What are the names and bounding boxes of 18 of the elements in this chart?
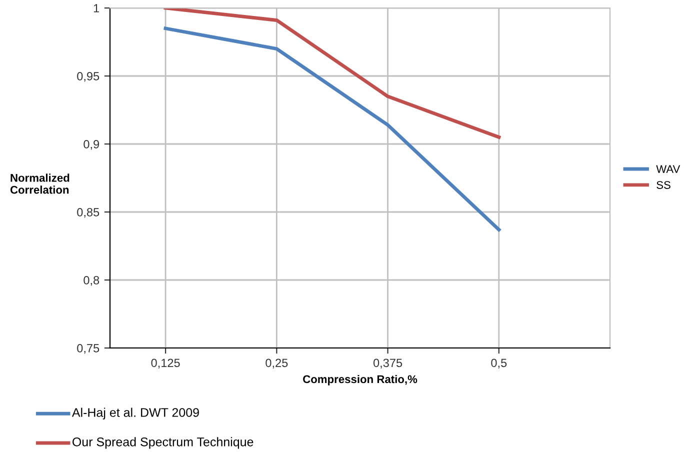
x-tick-label: 0,125	[151, 358, 180, 368]
x-axis-title: Compression Ratio,%	[303, 374, 418, 386]
y-tick-label: 0,9	[84, 140, 100, 150]
x-tick-label: 0,25	[266, 358, 288, 368]
x-tick-label: 0,375	[373, 358, 402, 368]
legend-label: SS	[656, 181, 670, 189]
x-tick-label: 0,5	[491, 358, 507, 368]
text: Our Spread Spectrum Technique	[72, 437, 254, 449]
line-series	[164, 8, 501, 139]
y-tick-label: 0,75	[77, 344, 100, 354]
line-series	[164, 26, 501, 232]
y-tick-label: 0,8	[84, 276, 100, 286]
y-axis-title: Normalized Correlation	[10, 174, 70, 194]
legend-label: WAV	[656, 165, 680, 173]
y-tick-label: 0,85	[77, 208, 100, 218]
y-tick-label: 1	[94, 4, 100, 12]
text: Al-Haj et al. DWT 2009	[72, 408, 199, 420]
y-tick-label: 0,95	[77, 72, 100, 82]
